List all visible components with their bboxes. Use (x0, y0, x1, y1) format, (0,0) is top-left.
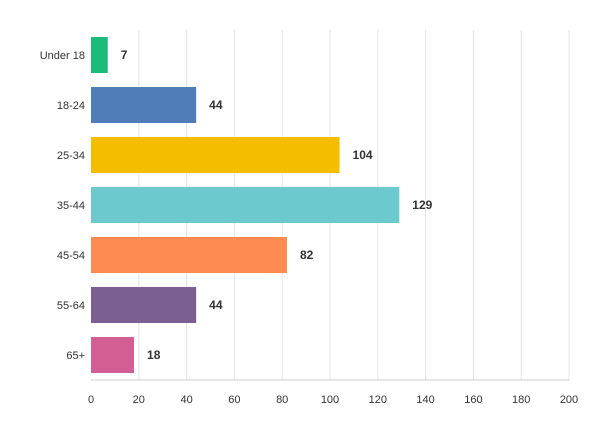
bar (91, 287, 197, 323)
category-label: 45-54 (57, 250, 85, 262)
category-label: 55-64 (57, 300, 85, 312)
x-axis-tick-labels: 0 20 40 60 80 100 120 140 160 180 200 (88, 394, 578, 406)
x-tick-label: 80 (276, 394, 288, 406)
x-tick-label: 120 (369, 394, 387, 406)
value-label: 104 (353, 148, 373, 162)
bar (91, 187, 400, 223)
x-tick-label: 100 (321, 394, 339, 406)
value-label: 82 (300, 248, 314, 262)
x-tick-label: 0 (88, 394, 94, 406)
value-label: 7 (121, 48, 128, 62)
category-label: 35-44 (57, 200, 85, 212)
value-label: 18 (147, 348, 161, 362)
bar (91, 137, 340, 173)
x-tick-label: 180 (512, 394, 530, 406)
x-tick-label: 160 (464, 394, 482, 406)
bar (91, 87, 197, 123)
bar (91, 237, 287, 273)
category-label: 18-24 (57, 100, 85, 112)
x-tick-label: 60 (228, 394, 240, 406)
bars (91, 37, 400, 373)
category-labels: Under 18 18-24 25-34 35-44 45-54 55-64 65+ (40, 50, 85, 362)
value-labels: 7 44 104 129 82 44 18 (121, 48, 433, 362)
bar (91, 337, 135, 373)
x-tick-label: 40 (180, 394, 192, 406)
x-tick-label: 20 (133, 394, 145, 406)
x-tick-label: 140 (416, 394, 434, 406)
category-label: Under 18 (40, 50, 85, 62)
category-label: 65+ (66, 350, 85, 362)
x-tick-label: 200 (560, 394, 578, 406)
value-label: 129 (412, 198, 432, 212)
value-label: 44 (209, 298, 223, 312)
bar (91, 37, 108, 73)
category-label: 25-34 (57, 150, 85, 162)
value-label: 44 (209, 98, 223, 112)
